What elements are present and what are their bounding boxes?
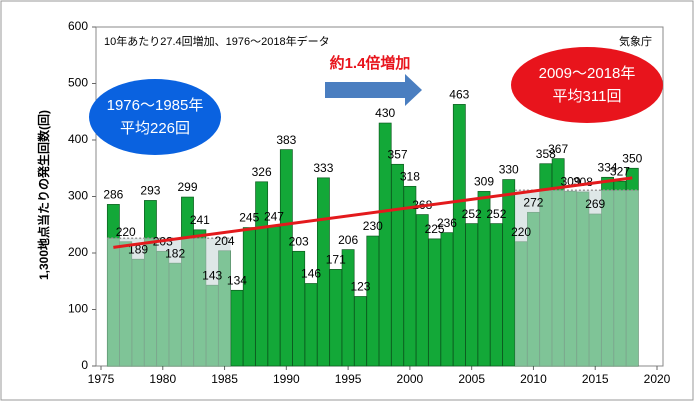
bar <box>415 214 429 367</box>
bar <box>391 163 404 367</box>
note: 10年あたり27.4回増加、1976〜2018年データ <box>104 34 330 48</box>
value-label: 204 <box>215 234 235 248</box>
value-label: 293 <box>140 184 160 198</box>
value-label: 272 <box>523 195 543 209</box>
y-tick-label: 200 <box>68 245 88 259</box>
bar <box>341 249 355 367</box>
value-label: 318 <box>400 170 420 184</box>
value-label: 330 <box>499 163 519 177</box>
value-label: 203 <box>289 234 309 248</box>
value-label: 383 <box>276 133 296 147</box>
value-label: 327 <box>610 164 630 178</box>
value-label: 245 <box>239 211 259 225</box>
value-label: 146 <box>301 267 321 281</box>
bar <box>440 232 454 367</box>
value-label: 299 <box>177 180 197 194</box>
period-mean-label: 平均311回 <box>553 88 622 105</box>
x-tick-label: 2000 <box>397 372 424 386</box>
value-label: 252 <box>486 207 506 221</box>
period-mean-label: 平均226回 <box>120 120 190 137</box>
x-tick-label: 1990 <box>273 372 300 386</box>
x-tick-label: 2010 <box>520 372 547 386</box>
x-tick-label: 1985 <box>211 372 238 386</box>
increase-label: 約1.4倍増加 <box>330 54 411 72</box>
x-tick-label: 1995 <box>335 372 362 386</box>
bar <box>428 238 442 367</box>
value-label: 286 <box>103 188 123 202</box>
value-label: 334 <box>598 160 618 174</box>
value-label: 309 <box>474 175 494 189</box>
arrow <box>325 74 422 106</box>
value-label: 430 <box>375 106 395 120</box>
period-label: 2009〜2018年 <box>539 65 636 82</box>
y-tick-label: 600 <box>68 19 88 33</box>
bar <box>354 296 367 367</box>
period-mean-box <box>514 190 639 366</box>
bar <box>452 104 466 367</box>
value-label: 123 <box>350 280 370 294</box>
y-tick-label: 500 <box>68 76 88 90</box>
bar <box>279 149 293 367</box>
bar <box>489 223 503 367</box>
value-label: 358 <box>536 147 556 161</box>
period-bubble <box>89 79 221 155</box>
bar <box>366 235 380 367</box>
value-label: 357 <box>388 147 408 161</box>
y-tick-label: 0 <box>81 358 88 372</box>
period-bubble <box>511 47 663 123</box>
x-tick-label: 2005 <box>458 372 485 386</box>
value-label: 367 <box>548 142 568 156</box>
value-label: 171 <box>326 253 346 267</box>
bar <box>242 227 256 367</box>
value-label: 350 <box>622 151 642 165</box>
y-tick-label: 400 <box>68 132 88 146</box>
trend-line <box>113 176 633 249</box>
value-label: 225 <box>425 222 445 236</box>
bar <box>465 223 479 367</box>
period-label: 1976〜1985年 <box>107 97 204 114</box>
value-label: 230 <box>363 219 383 233</box>
value-label: 182 <box>165 246 185 260</box>
period-mean-box <box>107 238 231 366</box>
bar <box>230 289 244 367</box>
value-label: 206 <box>338 233 358 247</box>
y-tick-label: 300 <box>68 189 88 203</box>
value-label: 241 <box>190 213 210 227</box>
value-label: 247 <box>264 210 284 224</box>
value-label: 326 <box>252 165 272 179</box>
bar <box>304 283 318 367</box>
bar <box>403 185 417 367</box>
value-label: 220 <box>511 225 531 239</box>
value-label: 463 <box>449 88 469 102</box>
value-label: 252 <box>462 207 482 221</box>
value-label: 143 <box>202 268 222 282</box>
bar <box>329 269 343 367</box>
value-label: 269 <box>585 197 605 211</box>
value-label: 333 <box>313 161 333 175</box>
x-tick-label: 2015 <box>582 372 609 386</box>
x-tick-label: 1980 <box>149 372 176 386</box>
value-label: 134 <box>227 273 247 287</box>
bar <box>267 226 281 367</box>
y-tick-label: 100 <box>68 302 88 316</box>
value-label: 220 <box>116 225 136 239</box>
y-axis-label: 1,300地点当たりの発生回数(回) <box>36 110 51 280</box>
x-tick-label: 2020 <box>644 372 671 386</box>
source: 気象庁 <box>619 34 652 48</box>
value-label: 236 <box>437 216 457 230</box>
x-tick-label: 1975 <box>88 372 115 386</box>
